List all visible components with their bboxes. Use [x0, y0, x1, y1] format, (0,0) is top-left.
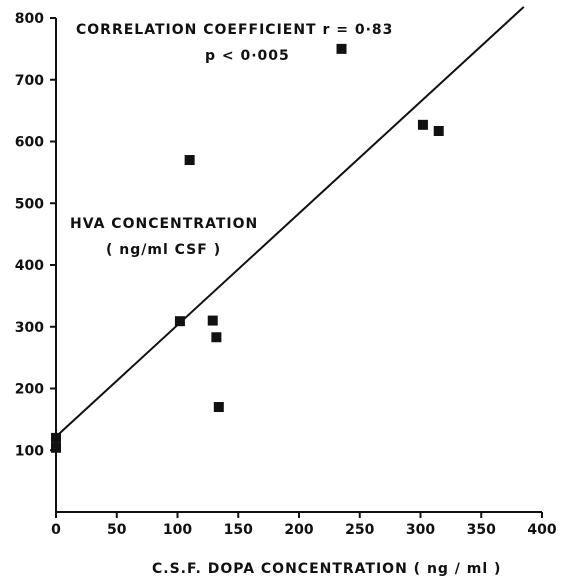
y-tick-label: 200 [15, 382, 44, 398]
y-axis-label-line1: HVA CONCENTRATION [70, 216, 258, 232]
y-tick-label: 500 [15, 196, 44, 212]
x-tick-label: 50 [107, 522, 127, 538]
data-point [433, 126, 444, 137]
x-axis-label: C.S.F. DOPA CONCENTRATION ( ng / ml ) [152, 561, 501, 577]
x-axis-ticks: 0 50 100 150 200 250 300 350 400 [51, 512, 557, 538]
x-tick-label: 250 [345, 522, 374, 538]
data-point [184, 155, 195, 166]
data-point [336, 43, 347, 54]
y-tick-label: 600 [15, 135, 44, 151]
data-point [211, 332, 222, 343]
data-point [51, 442, 61, 453]
regression-line [55, 6, 525, 438]
y-axis-label-line2: ( ng/ml CSF ) [106, 242, 221, 258]
data-point [51, 432, 61, 443]
y-tick-label: 300 [15, 320, 44, 336]
data-points [51, 43, 444, 453]
p-value-annotation: p < 0·005 [205, 48, 290, 64]
data-point [207, 315, 218, 326]
y-tick-label: 400 [15, 258, 44, 274]
data-point [174, 316, 185, 327]
x-tick-label: 350 [467, 522, 496, 538]
data-point [213, 402, 224, 413]
x-tick-label: 0 [51, 522, 61, 538]
axes [55, 18, 542, 513]
x-tick-label: 100 [163, 522, 192, 538]
y-tick-label: 100 [15, 443, 44, 459]
y-axis-ticks: 100 200 300 400 500 600 700 800 [15, 11, 56, 459]
y-tick-label: 800 [15, 11, 44, 27]
y-tick-label: 700 [15, 73, 44, 89]
x-tick-label: 200 [284, 522, 313, 538]
x-tick-label: 400 [527, 522, 556, 538]
x-tick-label: 300 [406, 522, 435, 538]
correlation-annotation: CORRELATION COEFFICIENT r = 0·83 [76, 22, 393, 38]
data-point [417, 119, 428, 130]
x-tick-label: 150 [224, 522, 253, 538]
